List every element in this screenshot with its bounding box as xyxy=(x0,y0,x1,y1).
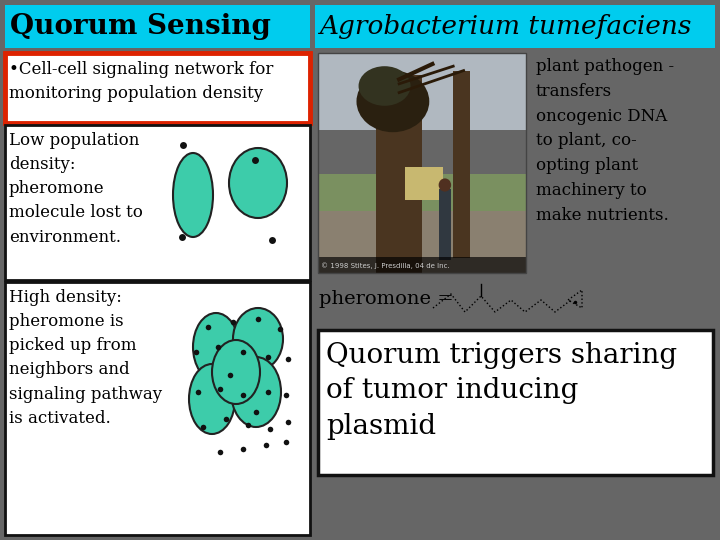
Text: plant pathogen -
transfers
oncogenic DNA
to plant, co-
opting plant
machinery to: plant pathogen - transfers oncogenic DNA… xyxy=(536,58,674,224)
FancyBboxPatch shape xyxy=(5,53,310,123)
Bar xyxy=(405,167,443,200)
Bar xyxy=(315,5,715,48)
Bar xyxy=(438,190,451,260)
Ellipse shape xyxy=(438,178,451,192)
Bar xyxy=(453,71,470,258)
Bar xyxy=(377,75,422,273)
Text: Quorum triggers sharing
of tumor inducing
plasmid: Quorum triggers sharing of tumor inducin… xyxy=(326,342,677,440)
Bar xyxy=(318,211,526,273)
Ellipse shape xyxy=(233,308,283,370)
Ellipse shape xyxy=(231,357,281,427)
Ellipse shape xyxy=(193,313,239,381)
FancyBboxPatch shape xyxy=(318,330,713,475)
FancyBboxPatch shape xyxy=(5,125,310,280)
Bar xyxy=(318,257,526,273)
Bar xyxy=(318,53,526,130)
Text: Quorum Sensing: Quorum Sensing xyxy=(10,13,271,40)
Bar xyxy=(318,174,526,211)
FancyBboxPatch shape xyxy=(5,282,310,535)
Ellipse shape xyxy=(229,148,287,218)
Text: •Cell-cell signaling network for
monitoring population density: •Cell-cell signaling network for monitor… xyxy=(9,61,274,102)
Text: © 1998 Stites, J. Presdilla, 04 de Inc.: © 1998 Stites, J. Presdilla, 04 de Inc. xyxy=(321,262,450,269)
Ellipse shape xyxy=(359,66,410,106)
Text: Agrobacterium tumefaciens: Agrobacterium tumefaciens xyxy=(319,14,691,39)
Text: High density:
pheromone is
picked up from
neighbors and
signaling pathway
is act: High density: pheromone is picked up fro… xyxy=(9,289,162,427)
Bar xyxy=(5,5,310,48)
Ellipse shape xyxy=(189,364,235,434)
Ellipse shape xyxy=(356,71,429,132)
Text: Low population
density:
pheromone
molecule lost to
environment.: Low population density: pheromone molecu… xyxy=(9,132,143,246)
Ellipse shape xyxy=(212,340,260,404)
Ellipse shape xyxy=(173,153,213,237)
Text: pheromone =: pheromone = xyxy=(319,290,460,308)
